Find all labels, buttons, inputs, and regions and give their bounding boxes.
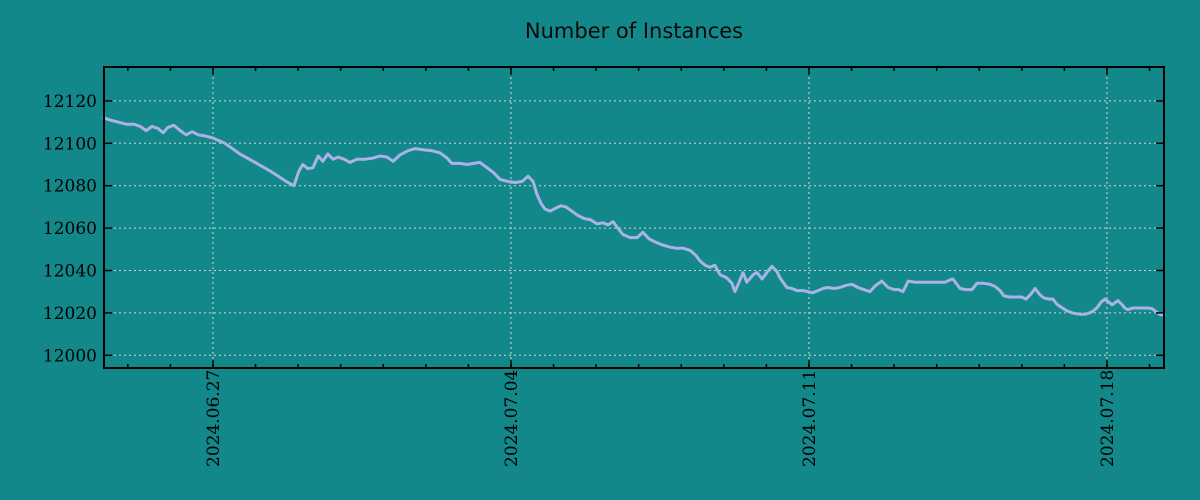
x-tick-label: 2024.07.04 xyxy=(502,370,522,467)
y-tick-label: 12100 xyxy=(43,134,97,154)
y-tick-label: 12000 xyxy=(43,346,97,366)
chart-title: Number of Instances xyxy=(525,19,743,43)
y-tick-label: 12120 xyxy=(43,92,97,112)
grid-layer xyxy=(104,67,1164,368)
tick-marks-layer xyxy=(104,67,1164,368)
axis-labels-layer: 12000 12020 12040 12060 12080 12100 12120 2024.… xyxy=(43,92,1118,467)
x-tick-label: 2024.07.11 xyxy=(800,370,820,467)
x-tick-label: 2024.07.18 xyxy=(1098,370,1118,467)
y-tick-label: 12060 xyxy=(43,219,97,239)
plot-border xyxy=(103,66,1165,369)
y-tick-label: 12080 xyxy=(43,177,97,197)
series-line xyxy=(102,116,1166,317)
y-tick-label: 12040 xyxy=(43,261,97,281)
x-tick-label: 2024.06.27 xyxy=(204,370,224,467)
y-tick-label: 12020 xyxy=(43,304,97,324)
